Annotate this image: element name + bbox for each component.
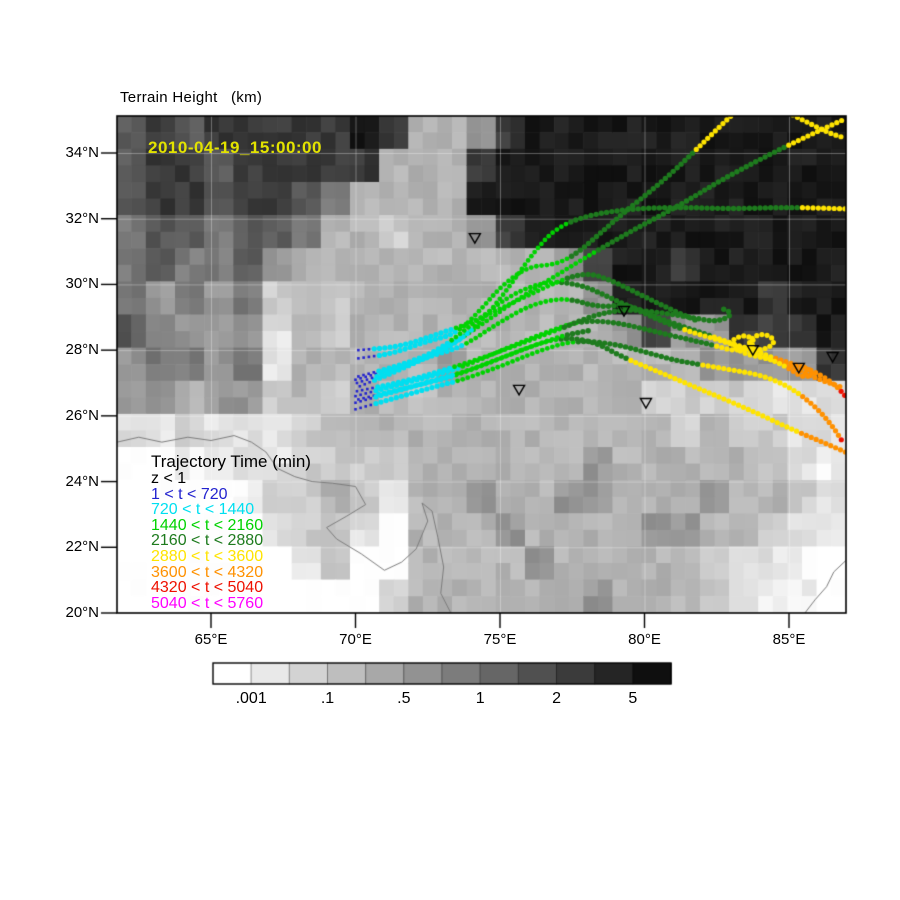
legend-entry: 1 < t < 720 — [151, 485, 228, 503]
y-tick-label: 24°N — [65, 472, 99, 490]
y-tick-label: 30°N — [65, 275, 99, 293]
plot-title: Terrain Height (km) — [120, 89, 263, 106]
y-tick-label: 22°N — [65, 538, 99, 556]
legend-entry: 5040 < t < 5760 — [151, 594, 264, 612]
legend-entry: 720 < t < 1440 — [151, 501, 255, 519]
y-tick-label: 28°N — [65, 341, 99, 359]
x-tick-label: 80°E — [628, 631, 661, 648]
legend-entry: z < 1 — [151, 470, 187, 487]
y-tick-label: 32°N — [65, 209, 99, 227]
legend-entry: 3600 < t < 4320 — [151, 563, 264, 581]
y-tick-label: 20°N — [65, 604, 99, 621]
y-tick-label: 26°N — [65, 406, 99, 424]
x-tick-label: 65°E — [194, 631, 228, 648]
legend-entry: 4320 < t < 5040 — [151, 579, 264, 597]
y-tick-label: 34°N — [65, 144, 99, 161]
colorbar-tick-label: 5 — [628, 690, 638, 707]
colorbar-tick-label: .1 — [320, 690, 335, 707]
colorbar-tick-label: 2 — [552, 690, 561, 707]
colorbar-tick-label: .5 — [397, 690, 411, 707]
legend-entry: 2880 < t < 3600 — [151, 548, 264, 565]
colorbar-tick-label: 1 — [475, 690, 485, 707]
legend-title: Trajectory Time (min) — [151, 452, 311, 471]
x-tick-label: 75°E — [483, 631, 517, 648]
timestamp-label: 2010-04-19_15:00:00 — [148, 138, 322, 157]
legend-entry: 2160 < t < 2880 — [151, 532, 264, 550]
x-tick-label: 70°E — [339, 631, 372, 648]
colorbar-tick-label: .001 — [235, 690, 267, 707]
x-tick-label: 85°E — [772, 631, 806, 648]
legend-entry: 1440 < t < 2160 — [151, 516, 264, 534]
